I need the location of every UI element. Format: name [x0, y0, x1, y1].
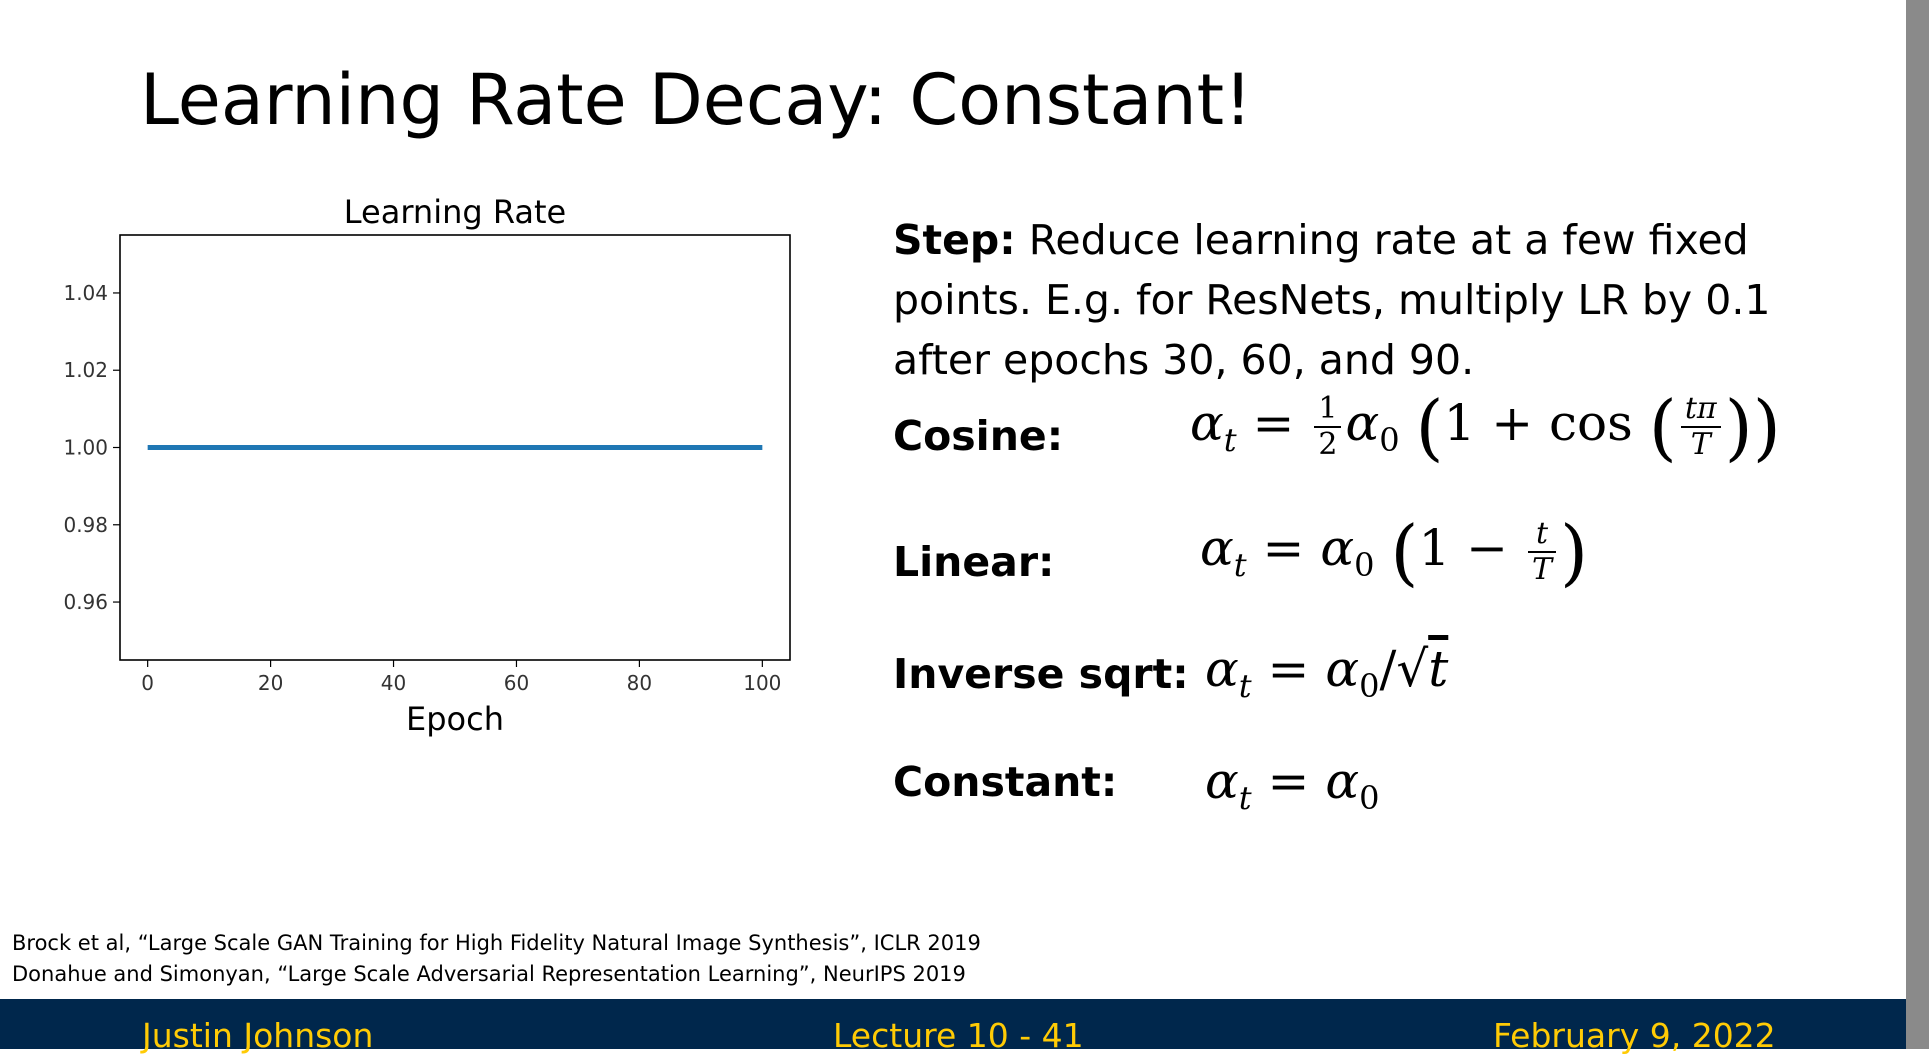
step-label: Step: [893, 216, 1016, 264]
y-tick-label: 0.98 [63, 513, 108, 537]
x-tick-label: 20 [258, 671, 283, 695]
chart-title: Learning Rate [344, 193, 566, 231]
reference-item: Brock et al, “Large Scale GAN Training f… [12, 931, 981, 955]
step-text: Reduce learning rate at a few fixed poin… [893, 216, 1771, 384]
cosine-formula: αt = 1 2 α0 (1 + cos (tπ T)) [1190, 385, 1781, 469]
slide-title-main: Learning Rate Decay [140, 59, 864, 141]
y-tick-label: 1.04 [63, 281, 108, 305]
reference-item: Donahue and Simonyan, “Large Scale Adver… [12, 962, 966, 986]
x-tick-label: 80 [627, 671, 652, 695]
linear-label: Linear: [893, 538, 1055, 586]
step-description: Step: Reduce learning rate at a few fixe… [893, 210, 1853, 390]
linear-formula: αt = α0 (1 − t T) [1200, 510, 1589, 594]
learning-rate-chart: Learning Rate 0 20 40 60 80 100 0.96 0.98 1.00 1.0… [63, 193, 791, 738]
x-tick-label: 100 [743, 671, 781, 695]
x-tick-label: 40 [381, 671, 406, 695]
constant-label: Constant: [893, 758, 1118, 806]
slide-title: Learning Rate Decay: Constant! [140, 60, 1252, 140]
footer-author: Justin Johnson [142, 1016, 374, 1055]
x-tick-label: 60 [504, 671, 529, 695]
slide-title-rest: : Constant! [863, 59, 1253, 141]
window-edge [1906, 0, 1929, 1049]
cosine-label: Cosine: [893, 412, 1064, 460]
references: Brock et al, “Large Scale GAN Training f… [12, 928, 981, 990]
inverse-sqrt-label: Inverse sqrt: [893, 650, 1189, 698]
footer-date: February 9, 2022 [1493, 1016, 1776, 1055]
footer-lecture: Lecture 10 - 41 [833, 1016, 1084, 1055]
y-tick-label: 1.02 [63, 358, 108, 382]
y-tick-label: 1.00 [63, 436, 108, 460]
x-tick-label: 0 [141, 671, 154, 695]
inverse-sqrt-formula: αt = α0/√t [1205, 640, 1449, 705]
constant-formula: αt = α0 [1205, 752, 1380, 817]
y-tick-label: 0.96 [63, 590, 108, 614]
x-axis-label: Epoch [406, 700, 504, 738]
footer-bar [0, 999, 1906, 1049]
